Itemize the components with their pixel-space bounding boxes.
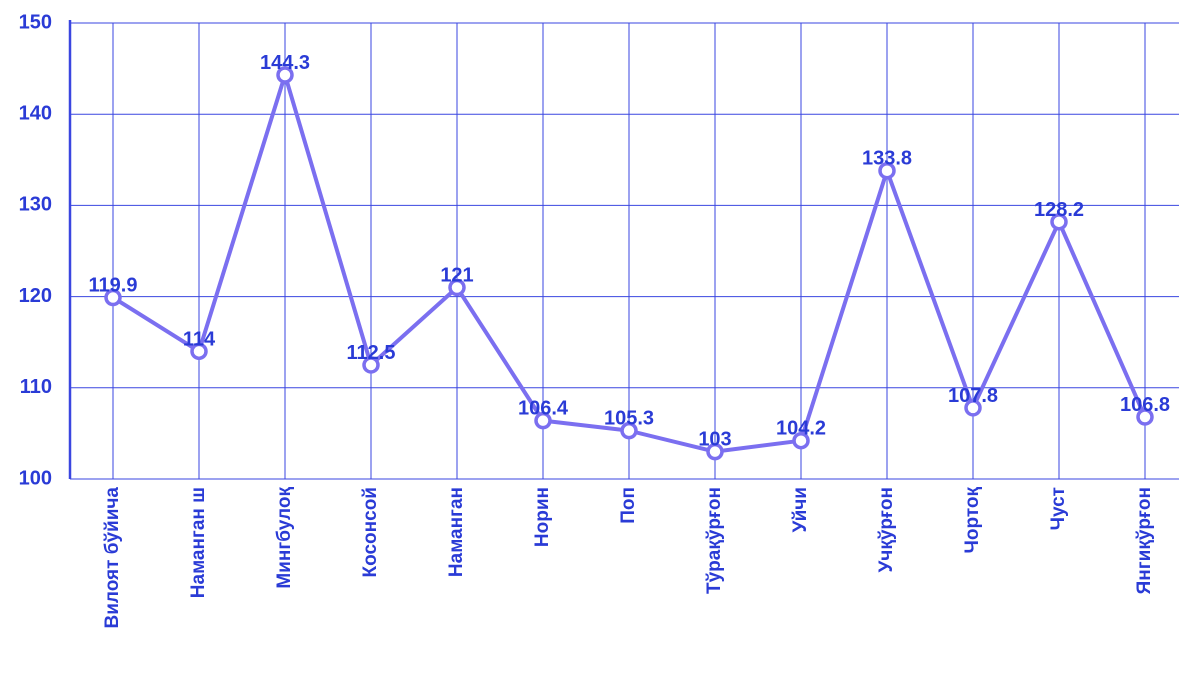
point bbox=[104, 288, 122, 307]
point bbox=[1136, 408, 1154, 426]
y-tick-label: 140 bbox=[19, 102, 52, 124]
value-label: 144.3 bbox=[260, 52, 310, 74]
x-tick-label: Наманган ш bbox=[188, 487, 209, 598]
point bbox=[706, 442, 724, 461]
value-label: 119.9 bbox=[89, 275, 138, 297]
point bbox=[190, 342, 208, 361]
x-tick-label: Мингбулоқ bbox=[274, 487, 295, 589]
point bbox=[534, 411, 552, 430]
x-tick-label: Тўрақўрғон bbox=[704, 487, 725, 594]
x-tick-label: Поп bbox=[618, 487, 639, 524]
x-tick-label: Чортоқ bbox=[962, 487, 983, 554]
point bbox=[1050, 213, 1068, 231]
x-tick-label: Вилоят бўйича bbox=[102, 487, 123, 629]
x-tick-label: Норин bbox=[532, 487, 553, 547]
point bbox=[878, 161, 896, 180]
point bbox=[792, 431, 810, 450]
value-label: 103 bbox=[698, 429, 731, 451]
value-label: 106.4 bbox=[518, 398, 569, 420]
point bbox=[448, 278, 466, 297]
point bbox=[362, 356, 380, 374]
value-label: 133.8 bbox=[862, 148, 912, 170]
x-tick-label: Учқўрғон bbox=[876, 487, 897, 573]
y-tick-label: 150 bbox=[19, 11, 52, 33]
value-label: 107.8 bbox=[948, 385, 998, 407]
value-label: 128.2 bbox=[1034, 199, 1084, 221]
y-tick-label: 120 bbox=[19, 285, 52, 307]
value-label: 105.3 bbox=[604, 408, 654, 430]
x-tick-label: Наманган bbox=[446, 487, 467, 577]
y-tick-label: 110 bbox=[20, 376, 52, 398]
x-tick-label: Чуст bbox=[1048, 487, 1069, 530]
point bbox=[620, 421, 638, 440]
point bbox=[276, 66, 294, 84]
y-tick-label: 100 bbox=[19, 467, 52, 489]
value-label: 106.8 bbox=[1120, 394, 1170, 416]
value-label: 121 bbox=[440, 264, 473, 286]
point bbox=[964, 399, 982, 417]
y-tick-label: 130 bbox=[19, 194, 52, 216]
value-label: 114 bbox=[183, 328, 216, 350]
value-label: 112.5 bbox=[347, 342, 396, 364]
value-label: 104.2 bbox=[776, 418, 826, 440]
x-tick-label: Косонсой bbox=[360, 487, 381, 577]
x-tick-label: Янгиқўрғон bbox=[1134, 487, 1155, 594]
x-tick-label: Уйчи bbox=[790, 487, 811, 533]
